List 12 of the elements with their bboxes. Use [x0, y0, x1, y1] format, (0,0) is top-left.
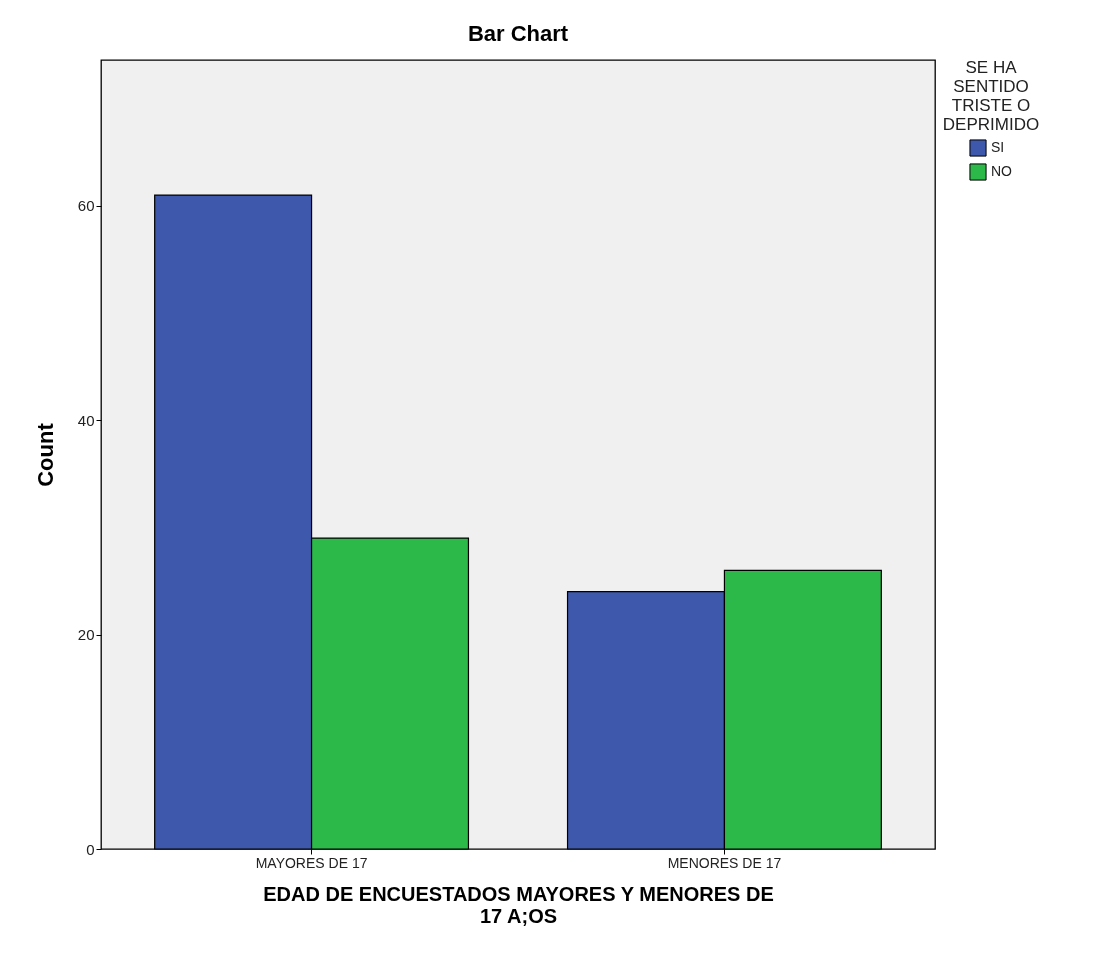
- y-axis-title: Count: [32, 422, 58, 487]
- y-tick-label: 0: [86, 840, 95, 858]
- y-tick-label: 20: [77, 626, 95, 644]
- chart-title: Bar Chart: [467, 21, 569, 46]
- legend-label: NO: [991, 163, 1013, 179]
- x-axis-title: EDAD DE ENCUESTADOS MAYORES Y MENORES DE 17 A;OS: [263, 882, 774, 927]
- y-tick-label: 40: [77, 411, 95, 429]
- x-tick-label: MENORES DE 17: [667, 854, 782, 871]
- legend-title: SE HA SENTIDO TRISTE O DEPRIMIDO: [942, 58, 1040, 134]
- y-tick-label: 60: [77, 197, 95, 215]
- legend-label: SI: [991, 139, 1005, 155]
- x-tick-label: MAYORES DE 17: [255, 854, 368, 871]
